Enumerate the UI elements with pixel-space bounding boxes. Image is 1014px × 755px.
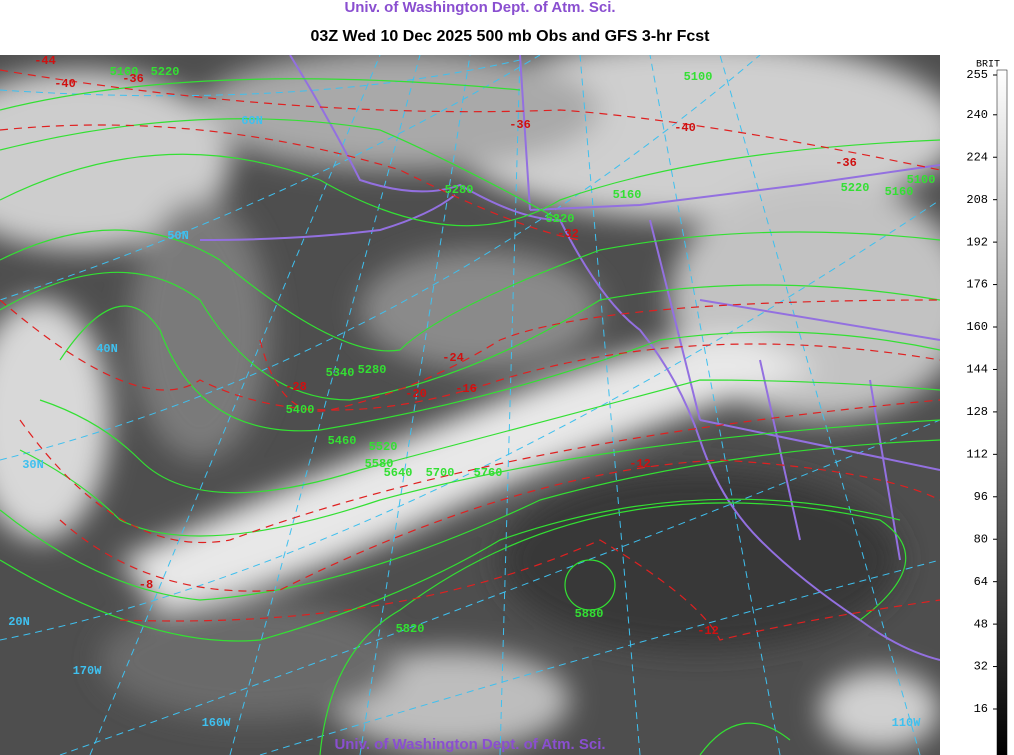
temperature-label: -44 <box>34 54 56 68</box>
colorbar-label: BRIT <box>976 60 1000 71</box>
colorbar-tick-label: 208 <box>966 193 988 207</box>
height-label: 5280 <box>358 363 387 377</box>
temperature-label: -8 <box>139 578 153 592</box>
colorbar-tick-label: 80 <box>974 532 988 546</box>
temperature-label: -36 <box>509 118 531 132</box>
height-label: 5340 <box>326 366 355 380</box>
graticule-label: 50N <box>167 229 189 243</box>
height-label: 5100 <box>684 70 713 84</box>
colorbar-tick-label: 48 <box>974 617 988 631</box>
temperature-label: -16 <box>455 382 477 396</box>
colorbar-tick-label: 32 <box>974 660 988 674</box>
colorbar-tick-label: 144 <box>966 363 988 377</box>
colorbar-ramp <box>996 69 1008 755</box>
height-label: 5100 <box>907 173 936 187</box>
temperature-label: -24 <box>442 351 464 365</box>
clouds <box>0 55 940 750</box>
colorbar-tick-label: 128 <box>966 405 988 419</box>
colorbar-tick-label: 96 <box>974 490 988 504</box>
graticule-label: 20N <box>8 615 30 629</box>
colorbar-tick-label: 160 <box>966 320 988 334</box>
colorbar-tick-label: 176 <box>966 278 988 292</box>
graticule-label: 40N <box>96 342 118 356</box>
header: Univ. of Washington Dept. of Atm. Sci. <box>344 0 615 16</box>
colorbar-tick-label: 255 <box>966 68 988 82</box>
height-label: 5160 <box>110 65 139 79</box>
title: 03Z Wed 10 Dec 2025 500 mb Obs and GFS 3… <box>311 28 711 45</box>
temperature-contours <box>0 69 940 641</box>
colorbar-tick-label: 240 <box>966 108 988 122</box>
height-label: 5460 <box>328 434 357 448</box>
temperature-label: -32 <box>557 227 579 241</box>
height-label: 5880 <box>575 607 604 621</box>
footer: Univ. of Washington Dept. of Atm. Sci. <box>334 736 605 753</box>
graticule-label: 110W <box>892 716 922 730</box>
graticule-label: 30N <box>22 458 44 472</box>
height-label: 5220 <box>546 212 575 226</box>
colorbar-tick-label: 112 <box>966 448 988 462</box>
graticule-label: 160W <box>202 716 232 730</box>
temperature-label: -12 <box>697 624 719 638</box>
temperature-label: -36 <box>835 156 857 170</box>
colorbar-tick-label: 224 <box>966 150 988 164</box>
height-label: 5160 <box>613 188 642 202</box>
height-label: 5220 <box>151 65 180 79</box>
height-label: 5640 <box>384 466 413 480</box>
graticule-label: 60N <box>241 114 263 128</box>
height-label: 5760 <box>474 466 503 480</box>
height-label: 5520 <box>369 440 398 454</box>
colorbar: BRIT 255 240 224 208 192 176 160 144 128 112 96 80 6… <box>966 60 1008 755</box>
graticule <box>0 55 940 755</box>
temperature-label: -12 <box>629 457 651 471</box>
temperature-label: -40 <box>674 121 696 135</box>
temperature-label: -20 <box>405 387 427 401</box>
colorbar-tick-label: 192 <box>966 235 988 249</box>
height-label: 5160 <box>885 185 914 199</box>
graticule-label: 170W <box>73 664 103 678</box>
temperature-label: -40 <box>54 77 76 91</box>
height-contours <box>0 78 940 755</box>
height-label: 5580 <box>365 457 394 471</box>
height-label: 5220 <box>841 181 870 195</box>
colorbar-tick-label: 16 <box>974 702 988 716</box>
height-label: 5400 <box>286 403 315 417</box>
colorbar-tick-label: 64 <box>974 575 988 589</box>
height-label: 5280 <box>445 183 474 197</box>
temperature-label: -28 <box>285 380 307 394</box>
coastlines <box>199 55 940 661</box>
height-label: 5700 <box>426 466 455 480</box>
temperature-label: -36 <box>122 72 144 86</box>
height-label: 5820 <box>396 622 425 636</box>
